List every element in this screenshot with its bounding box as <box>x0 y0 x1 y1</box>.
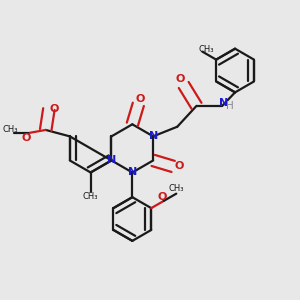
Text: O: O <box>174 161 184 171</box>
Text: N: N <box>128 167 137 178</box>
Text: O: O <box>22 133 31 143</box>
Text: H: H <box>226 101 234 112</box>
Text: CH₃: CH₃ <box>198 44 214 53</box>
Text: N: N <box>148 131 158 141</box>
Text: O: O <box>158 192 167 202</box>
Text: O: O <box>49 104 58 114</box>
Text: N: N <box>219 98 229 108</box>
Text: O: O <box>176 74 185 84</box>
Text: N: N <box>107 155 116 165</box>
Text: CH₃: CH₃ <box>3 125 18 134</box>
Text: O: O <box>135 94 145 103</box>
Text: CH₃: CH₃ <box>83 192 98 201</box>
Text: CH₃: CH₃ <box>169 184 184 194</box>
